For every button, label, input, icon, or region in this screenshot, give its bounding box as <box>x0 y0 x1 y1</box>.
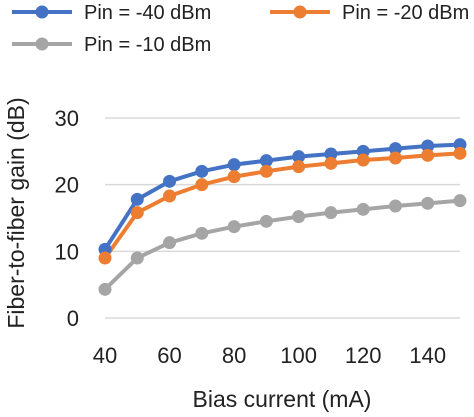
series-line-1 <box>103 142 461 251</box>
data-point <box>227 158 241 172</box>
x-tick-label: 120 <box>345 343 382 368</box>
y-tick-label: 20 <box>55 173 79 198</box>
data-point <box>324 156 338 170</box>
data-point <box>356 153 370 167</box>
data-point <box>259 154 273 168</box>
data-point <box>356 202 370 216</box>
x-tick-label: 80 <box>222 343 246 368</box>
data-point <box>130 192 144 206</box>
y-axis-title: Fiber-to-fiber gain (dB) <box>3 97 29 328</box>
data-point <box>130 206 144 220</box>
y-tick-label: 0 <box>67 306 79 331</box>
x-tick-label: 60 <box>157 343 181 368</box>
data-point <box>227 170 241 184</box>
data-point <box>195 178 209 192</box>
legend-label: Pin = -10 dBm <box>84 34 211 56</box>
data-point <box>421 139 435 153</box>
data-point <box>227 220 241 234</box>
data-point <box>98 282 112 296</box>
data-point <box>163 236 177 250</box>
x-tick-labels: 40 60 80 100 120 140 <box>93 343 446 368</box>
x-axis-title: Bias current (mA) <box>193 386 372 412</box>
data-point <box>292 160 306 174</box>
gridlines <box>105 117 460 253</box>
legend-swatch-marker <box>35 5 49 19</box>
legend-swatch-marker <box>35 37 49 51</box>
data-point <box>259 214 273 228</box>
x-tick-label: 40 <box>93 343 117 368</box>
data-point <box>453 194 467 208</box>
legend-label: Pin = -20 dBm <box>342 2 469 24</box>
data-point <box>195 164 209 178</box>
data-point <box>388 199 402 213</box>
data-point <box>292 150 306 164</box>
series-line-3 <box>103 198 461 291</box>
data-point <box>324 147 338 161</box>
data-point <box>259 164 273 178</box>
y-tick-label: 30 <box>55 106 79 131</box>
y-tick-labels: 0 10 20 30 <box>55 106 79 331</box>
data-point <box>195 226 209 240</box>
legend-swatch-marker <box>293 5 307 19</box>
data-point <box>324 206 338 220</box>
data-point <box>453 146 467 160</box>
legend: Pin = -40 dBm Pin = -20 dBm Pin = -10 dBm <box>12 2 469 56</box>
x-tick-label: 100 <box>280 343 317 368</box>
data-point <box>163 189 177 203</box>
data-point <box>388 151 402 165</box>
data-point <box>163 174 177 188</box>
x-tick-label: 140 <box>409 343 446 368</box>
data-point <box>130 251 144 265</box>
data-point <box>421 196 435 210</box>
series-group <box>98 138 467 296</box>
data-point <box>421 148 435 162</box>
data-point <box>388 142 402 156</box>
data-point <box>292 210 306 224</box>
legend-label: Pin = -40 dBm <box>84 2 211 24</box>
y-tick-label: 10 <box>55 239 79 264</box>
data-point <box>98 251 112 265</box>
